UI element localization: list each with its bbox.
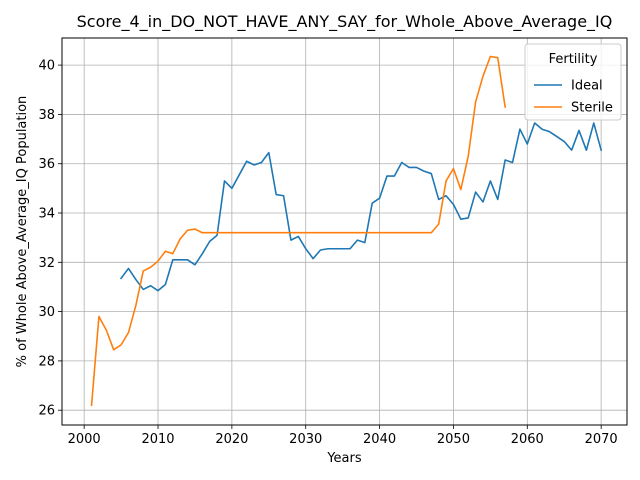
x-tick-label: 2030 [289,432,322,447]
legend: Fertility Ideal Sterile [524,43,622,121]
legend-label-ideal: Ideal [571,79,603,94]
series-line-ideal [119,122,603,292]
legend-box [524,43,622,121]
legend-label-sterile: Sterile [571,101,613,116]
legend-entries: Ideal Sterile [534,79,613,116]
x-tick-label: 2040 [363,432,396,447]
y-tick-label: 32 [38,256,55,271]
x-tick-label: 2010 [141,432,174,447]
x-axis-ticks: 2000 2010 2020 2030 2040 2050 2060 2070 [68,425,618,447]
y-axis-title: % of Whole Above_Average_IQ Population [15,96,30,368]
y-tick-label: 34 [38,207,55,222]
x-axis-title: Years [326,451,362,466]
y-tick-label: 40 [38,59,55,74]
y-tick-label: 38 [38,108,55,123]
series-line-sterile [90,55,507,407]
x-tick-label: 2000 [68,432,101,447]
y-tick-label: 26 [38,404,55,419]
x-tick-label: 2020 [215,432,248,447]
x-tick-label: 2070 [585,432,618,447]
y-tick-label: 36 [38,157,55,172]
series-lines [90,55,603,407]
x-tick-label: 2060 [511,432,544,447]
y-tick-label: 28 [38,354,55,369]
x-tick-label: 2050 [437,432,470,447]
legend-title: Fertility [549,52,598,67]
y-tick-label: 30 [38,305,55,320]
y-axis-ticks: 26 28 30 32 34 36 38 40 [38,59,62,419]
chart-title: Score_4_in_DO_NOT_HAVE_ANY_SAY_for_Whole… [77,12,613,32]
plot-area-frame [61,37,628,426]
